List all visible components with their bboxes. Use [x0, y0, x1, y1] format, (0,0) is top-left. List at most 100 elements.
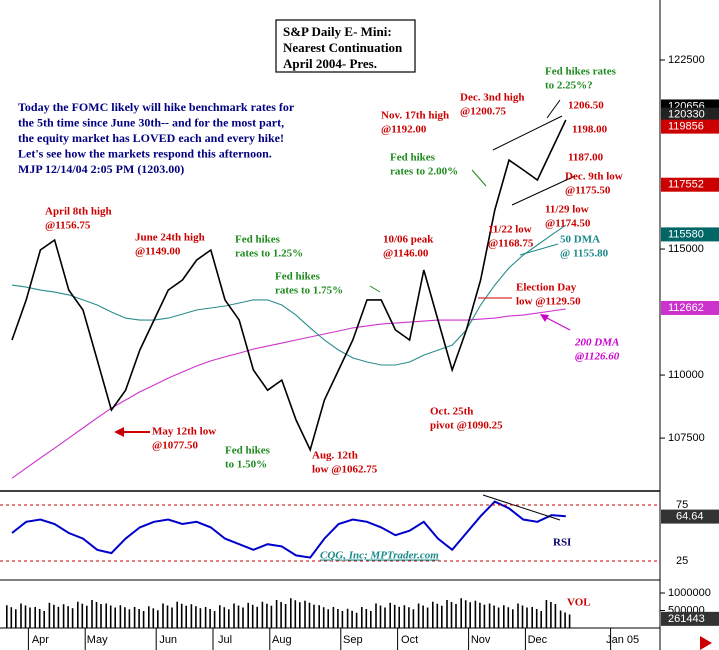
volume-bar	[469, 602, 471, 628]
volume-bar	[86, 605, 88, 628]
annotation: @1149.00	[135, 246, 181, 258]
y-tick-label: 1000000	[668, 587, 711, 599]
volume-bar	[389, 602, 391, 628]
volume-bar	[393, 604, 396, 628]
volume-bar	[223, 607, 226, 628]
volume-bar	[446, 599, 448, 628]
annotation: @1077.50	[152, 440, 198, 452]
x-tick-label: May	[87, 634, 108, 646]
x-tick-label: Oct	[401, 634, 418, 646]
volume-bar	[171, 607, 173, 628]
price-marker	[661, 300, 719, 315]
volume-bar	[422, 605, 424, 628]
volume-bar	[304, 600, 306, 628]
annotation: to 1.50%	[225, 459, 267, 471]
volume-bar	[57, 606, 60, 628]
volume-bar	[455, 603, 457, 628]
volume-bar	[379, 605, 382, 628]
volume-bar	[62, 604, 65, 628]
volume-bar	[375, 603, 377, 628]
volume-bar	[512, 609, 514, 628]
volume-bar	[213, 610, 216, 628]
volume-bar	[180, 603, 183, 628]
volume-bar	[290, 598, 292, 628]
volume-bar	[441, 605, 443, 628]
annotation: @1168.75	[488, 238, 534, 250]
y-tick-label: 115000	[668, 243, 704, 255]
annotation: @1156.75	[45, 220, 91, 232]
volume-bar	[559, 610, 562, 628]
volume-bar	[398, 606, 400, 628]
rsi-line	[11, 500, 566, 559]
volume-bar	[138, 608, 140, 628]
volume-bar	[95, 601, 98, 628]
volume-bar	[6, 605, 8, 628]
volume-bar	[20, 603, 22, 628]
annotation: 200 DMA	[574, 337, 619, 349]
annotation: @1192.00	[381, 124, 427, 136]
volume-bar	[346, 608, 349, 628]
chart-title: Nearest Continuation	[283, 40, 403, 55]
volume-bar	[408, 607, 410, 628]
volume-bar	[479, 602, 481, 628]
volume-bar	[540, 610, 542, 628]
volume-bar	[275, 599, 278, 628]
volume-marker-label: 261443	[668, 613, 705, 625]
x-tick-label: Nov	[471, 634, 491, 646]
annotation: April 8th high	[45, 206, 112, 218]
price-marker-label: 119856	[668, 121, 704, 133]
volume-bar	[474, 600, 477, 628]
annotation: Oct. 25th	[430, 406, 473, 418]
annotation: Fed hikes	[225, 445, 271, 457]
volume-bar	[34, 606, 36, 628]
commentary: MJP 12/14/04 2:05 PM (1203.00)	[18, 162, 184, 176]
price-marker-label: 117552	[668, 179, 704, 191]
volume-bar	[426, 607, 429, 628]
y-tick-label: 122500	[668, 54, 705, 66]
volume-bar	[81, 603, 84, 628]
annotation: pivot @1090.25	[430, 420, 503, 432]
annotation: 11/29 low	[545, 204, 589, 216]
annotation: rates to 2.00%	[390, 166, 458, 178]
volume-bar	[166, 605, 169, 628]
arrow-head	[540, 314, 549, 322]
annotation: 10/06 peak	[383, 234, 434, 246]
chart-title: April 2004- Pres.	[283, 56, 377, 71]
annotation: Election Day	[516, 282, 577, 294]
pointer	[546, 99, 561, 119]
volume-bar	[270, 605, 273, 628]
annotation: 50 DMA	[560, 234, 600, 246]
volume-bar	[497, 607, 500, 628]
price-line	[11, 119, 567, 453]
x-tick-label: Sep	[343, 634, 363, 646]
volume-bar	[219, 605, 221, 628]
volume-bar	[355, 612, 358, 628]
volume-bar	[242, 607, 244, 628]
volume-bar	[531, 606, 533, 628]
volume-bar	[460, 598, 462, 628]
volume-bar	[133, 606, 136, 628]
volume-bar	[403, 605, 406, 628]
annotation: Fed hikes rates	[545, 66, 617, 78]
arrow	[544, 316, 571, 331]
arrow-head	[114, 427, 124, 437]
volume-bar	[77, 601, 79, 628]
annotation: 1198.00	[572, 124, 608, 136]
volume-bar	[195, 606, 197, 628]
volume-bar	[148, 606, 150, 628]
volume-bar	[38, 608, 41, 628]
volume-bar	[483, 604, 486, 628]
annotation: 1187.00	[568, 152, 604, 164]
plot	[6, 119, 571, 628]
volume-bar	[67, 606, 69, 628]
volume-bar	[251, 604, 254, 628]
price-marker	[661, 107, 719, 122]
price-marker-label: 115580	[668, 228, 704, 240]
commentary: Let's see how the markets respond this a…	[18, 146, 272, 160]
trend-line	[511, 175, 576, 206]
volume-bar	[142, 610, 145, 628]
volume-bar	[327, 609, 329, 628]
annotation: Dec. 9th low	[565, 171, 623, 183]
volume-bar	[199, 608, 202, 628]
